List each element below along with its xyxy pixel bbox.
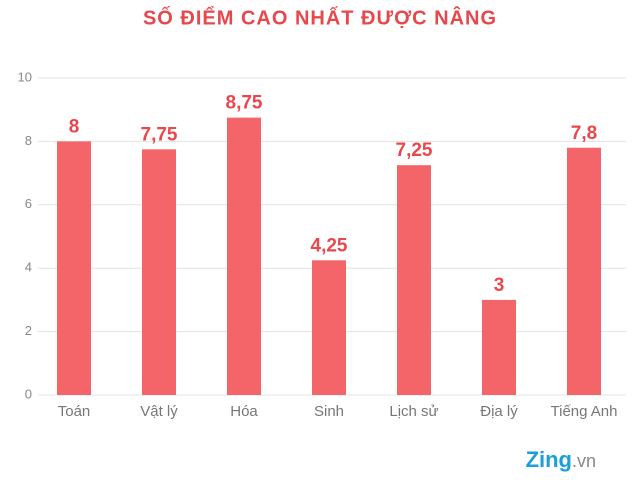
x-tick-label: Địa lý — [480, 403, 518, 420]
value-label: 3 — [494, 275, 505, 296]
y-tick-label: 10 — [18, 69, 32, 84]
bar — [312, 260, 346, 395]
bar — [227, 117, 261, 395]
bar — [482, 299, 516, 395]
y-tick-label: 4 — [25, 260, 32, 275]
chart-title: SỐ ĐIỂM CAO NHẤT ĐƯỢC NÂNG — [143, 5, 497, 29]
bar — [567, 147, 601, 395]
bar — [142, 149, 176, 395]
y-tick-label: 8 — [25, 133, 32, 148]
bar — [57, 141, 91, 395]
x-tick-label: Sinh — [314, 403, 344, 420]
watermark-domain: .vn — [572, 451, 596, 471]
x-tick-label: Vật lý — [140, 403, 178, 420]
value-label: 7,8 — [571, 123, 597, 144]
y-tick-label: 2 — [25, 323, 32, 338]
y-tick-label: 6 — [25, 196, 32, 211]
watermark-brand: Zing — [526, 447, 572, 472]
value-label: 8 — [69, 116, 80, 137]
x-tick-label: Toán — [58, 403, 91, 420]
value-label: 7,75 — [141, 124, 178, 145]
bar — [397, 165, 431, 395]
x-tick-label: Hóa — [230, 403, 258, 420]
x-tick-label: Tiếng Anh — [551, 403, 618, 420]
value-label: 8,75 — [226, 93, 263, 114]
y-tick-label: 0 — [25, 386, 32, 401]
x-tick-label: Lịch sử — [389, 403, 438, 420]
value-label: 7,25 — [396, 140, 433, 161]
value-label: 4,25 — [311, 235, 348, 256]
